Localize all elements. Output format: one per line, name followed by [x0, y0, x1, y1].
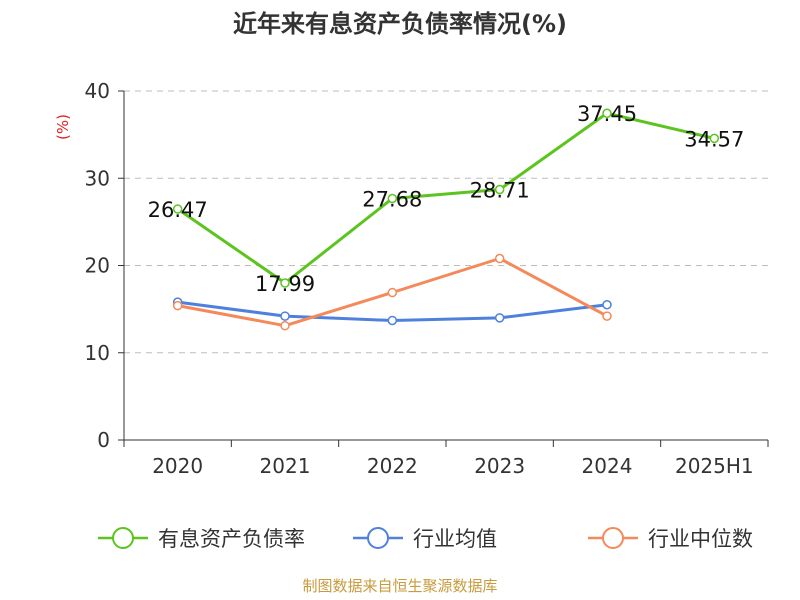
legend[interactable]: 有息资产负债率 行业均值 行业中位数: [98, 527, 753, 551]
data-point: [280, 320, 290, 331]
x-tick-label: 2022: [367, 454, 418, 478]
data-point: [280, 278, 290, 288]
data-point: [709, 133, 720, 144]
x-tick-label: 2025H1: [675, 454, 754, 478]
legend-label: 有息资产负债率: [158, 527, 305, 551]
data-point: [280, 311, 290, 321]
y-tick-label: 10: [85, 341, 110, 365]
data-labels: 26.47 17.99 27.68 28.71 37.45 34.57: [148, 102, 745, 296]
data-point: [602, 108, 612, 118]
data-point: [387, 315, 398, 326]
legend-item[interactable]: 行业中位数: [588, 527, 753, 551]
legend-swatch-marker: [367, 527, 389, 549]
data-point: [172, 300, 183, 311]
legend-item[interactable]: 行业均值: [353, 527, 497, 551]
data-label: 37.45: [577, 102, 637, 126]
legend-item[interactable]: 有息资产负债率: [98, 527, 305, 551]
data-point: [602, 311, 612, 321]
chart-title: 近年来有息资产负债率情况(%): [233, 10, 567, 38]
data-label: 27.68: [362, 187, 422, 211]
series-group: [172, 108, 720, 331]
data-point: [494, 313, 505, 323]
y-tick-label: 20: [85, 254, 110, 278]
data-point: [387, 287, 398, 298]
data-label: 26.47: [148, 198, 208, 222]
series-line: [176, 111, 716, 285]
data-point: [494, 184, 505, 195]
x-tick-label: 2023: [474, 454, 525, 478]
y-tick-label: 30: [85, 166, 110, 190]
legend-swatch-marker: [602, 527, 624, 549]
data-point: [494, 253, 505, 264]
data-point: [387, 193, 398, 204]
axes: 0 10 20 30 40 2020 2021 2022 2023 2024 2025H1: [85, 79, 769, 478]
y-axis-label: (%): [54, 114, 72, 140]
gridlines: [124, 90, 768, 354]
source-note: 制图数据来自恒生聚源数据库: [302, 577, 497, 595]
data-label: 17.99: [255, 272, 315, 296]
data-point: [172, 204, 183, 214]
y-tick-label: 0: [97, 428, 110, 452]
x-tick-label: 2024: [582, 454, 633, 478]
x-tick-label: 2021: [260, 454, 311, 478]
data-label: 34.57: [684, 127, 744, 151]
data-label: 28.71: [470, 179, 530, 203]
legend-swatch-marker: [112, 527, 134, 549]
data-point: [602, 300, 612, 310]
legend-label: 行业均值: [413, 527, 497, 551]
x-tick-label: 2020: [152, 454, 203, 478]
legend-label: 行业中位数: [648, 527, 753, 551]
y-tick-label: 40: [85, 79, 110, 103]
